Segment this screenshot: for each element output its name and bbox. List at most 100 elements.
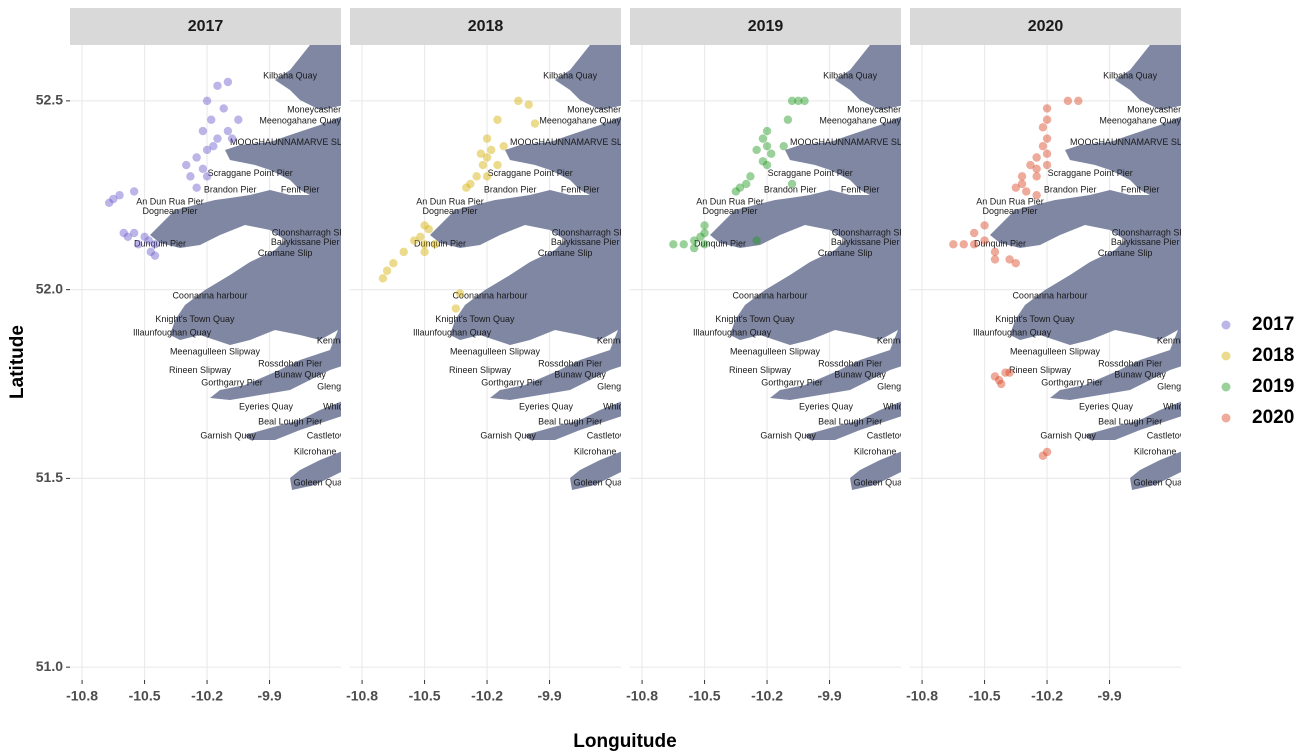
point	[1038, 141, 1048, 151]
place-label: Goleen Quay	[574, 477, 628, 487]
point	[980, 236, 989, 245]
point	[378, 274, 388, 283]
point	[472, 172, 481, 181]
point	[1042, 149, 1052, 158]
place-label: Rossdohan Pier	[1098, 358, 1162, 368]
point	[700, 228, 709, 238]
point	[462, 183, 471, 192]
point	[752, 145, 761, 155]
place-label: Kilcrohane	[574, 446, 617, 456]
y-tick-label: 51.5	[36, 469, 63, 485]
place-label: Knight's Town Quay	[715, 314, 795, 324]
place-label: Fenit Pier	[281, 184, 320, 194]
place-label: Gorthgarry Pier	[481, 377, 543, 387]
place-label: Garnish Quay	[1040, 430, 1096, 440]
x-tick-label: -9.9	[257, 688, 281, 704]
point	[752, 236, 761, 245]
place-label: Gorthgarry Pier	[761, 377, 823, 387]
place-label: An Dun Rua Pier	[416, 196, 484, 206]
place-label: Garnish Quay	[760, 430, 816, 440]
place-label: Whiddy	[883, 401, 914, 411]
point	[679, 240, 688, 249]
place-label: Scraggane Point Pier	[488, 168, 573, 178]
place-label: Coonanna harbour	[732, 290, 807, 300]
place-label: Kenmare	[317, 335, 354, 345]
point	[779, 141, 788, 151]
place-label: Beal Lough Pier	[538, 417, 602, 427]
place-label: Castletownbere	[587, 430, 650, 440]
point	[762, 160, 772, 170]
place-label: Rineen Slipway	[169, 365, 232, 375]
place-label: Cloonsharragh Slip	[552, 227, 629, 237]
land	[150, 116, 341, 490]
point	[104, 198, 114, 208]
point	[202, 145, 212, 155]
point	[213, 134, 222, 143]
point	[146, 247, 156, 257]
point	[223, 126, 233, 136]
place-label: Rossdohan Pier	[538, 358, 602, 368]
facet-title: 2019	[748, 18, 784, 35]
y-tick-label: 52.0	[36, 280, 63, 296]
point	[119, 228, 128, 238]
point	[1042, 447, 1052, 457]
place-label: Cloonsharragh Slip	[1112, 227, 1189, 237]
point	[980, 221, 989, 230]
point	[202, 96, 212, 106]
facet-title: 2018	[468, 18, 504, 35]
place-label: An Dun Rua Pier	[136, 196, 204, 206]
place-label: Whiddy	[1163, 401, 1194, 411]
point	[227, 134, 237, 143]
point	[455, 289, 465, 298]
place-label: Moneycashen	[847, 104, 903, 114]
place-label: Bunaw Quay	[1114, 369, 1166, 379]
place-label: Glengarriff	[597, 381, 639, 391]
point	[109, 194, 118, 204]
place-label: Brandon Pier	[204, 184, 257, 194]
x-tick-label: -10.2	[191, 688, 223, 704]
point	[409, 236, 419, 245]
place-label: Coonanna harbour	[1012, 290, 1087, 300]
point	[129, 187, 139, 196]
place-label: Rineen Slipway	[729, 365, 792, 375]
place-label: Dognean Pier	[422, 206, 477, 216]
point	[1017, 172, 1027, 181]
place-label: Fenit Pier	[561, 184, 600, 194]
strip	[70, 8, 341, 45]
place-label: Cloonsharragh Slip	[272, 227, 349, 237]
place-label: Ballykissane Pier	[1111, 237, 1180, 247]
point	[144, 236, 153, 245]
y-tick-label: 52.5	[36, 92, 63, 108]
point	[382, 266, 392, 275]
point	[493, 160, 502, 170]
strip	[630, 8, 901, 45]
place-label: Gorthgarry Pier	[201, 377, 263, 387]
place-label: Knight's Town Quay	[995, 314, 1075, 324]
point	[420, 240, 429, 249]
point	[1001, 368, 1010, 377]
place-label: Cloonsharragh Slip	[832, 227, 909, 237]
x-tick-label: -10.5	[409, 688, 441, 704]
place-label: MOOGHAUNNAMARVE SLIP	[230, 137, 350, 147]
point	[192, 183, 201, 192]
place-label: Castletownbere	[307, 430, 370, 440]
place-label: Bunaw Quay	[834, 369, 886, 379]
land	[1115, 45, 1181, 110]
place-label: Kenmare	[597, 335, 634, 345]
place-label: Dunquin Pier	[134, 238, 186, 248]
point	[1022, 187, 1031, 196]
point	[213, 81, 222, 90]
point	[482, 153, 492, 162]
place-label: Bunaw Quay	[274, 369, 326, 379]
point	[742, 179, 751, 189]
place-label: Cromane Slip	[258, 248, 313, 258]
point	[150, 240, 160, 249]
place-label: Illaunfoughan Quay	[133, 327, 212, 337]
point	[969, 240, 979, 249]
point	[767, 149, 776, 158]
place-label: Goleen Quay	[1134, 477, 1188, 487]
